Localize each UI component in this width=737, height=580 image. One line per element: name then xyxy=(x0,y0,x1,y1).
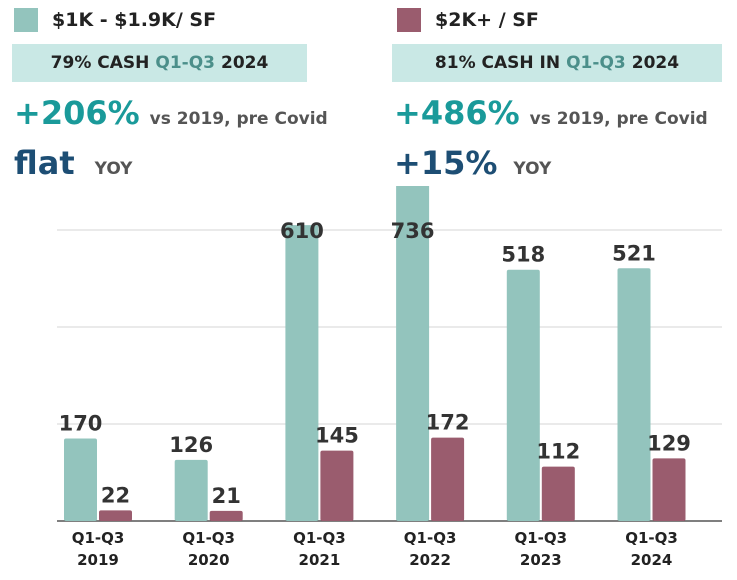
legend-label: $1K - $1.9K/ SF xyxy=(52,9,217,31)
bar xyxy=(285,225,319,521)
bar xyxy=(541,466,575,521)
x-tick-label: Q1-Q3 2021 xyxy=(293,529,346,569)
value-label: 610 xyxy=(280,219,324,243)
bar xyxy=(320,450,354,521)
header: $1K - $1.9K/ SF 79% CASH Q1-Q3 2024 +206% v… xyxy=(0,0,737,186)
panel-left: $1K - $1.9K/ SF 79% CASH Q1-Q3 2024 +206% v… xyxy=(0,0,380,186)
cash-box: 79% CASH Q1-Q3 2024 xyxy=(12,44,307,82)
change-note: vs 2019, pre Covid xyxy=(529,109,708,129)
change-row: +486% vs 2019, pre Covid xyxy=(394,94,708,132)
value-label: 521 xyxy=(612,241,656,265)
yoy-row: flat YOY xyxy=(14,144,132,182)
value-label: 129 xyxy=(647,431,691,455)
bar xyxy=(99,510,132,521)
yoy-label: YOY xyxy=(94,159,133,179)
bar xyxy=(64,438,97,521)
bar xyxy=(209,510,243,521)
bar xyxy=(396,164,430,521)
legend-item: $2K+ / SF xyxy=(397,8,539,32)
box-highlight: Q1-Q3 xyxy=(566,53,626,73)
legend-swatch xyxy=(397,8,421,32)
x-tick-line: 2021 xyxy=(299,551,341,569)
x-tick-line: 2019 xyxy=(77,551,119,569)
bar xyxy=(652,458,686,521)
box-highlight: Q1-Q3 xyxy=(155,53,215,73)
value-label: 112 xyxy=(536,440,580,464)
value-label: 145 xyxy=(315,424,359,448)
x-tick-label: Q1-Q3 2022 xyxy=(404,529,457,569)
bar xyxy=(617,268,651,521)
box-text: 79% CASH xyxy=(50,53,150,73)
value-label: 172 xyxy=(426,411,470,435)
value-label: 518 xyxy=(501,243,545,267)
x-tick-line: Q1-Q3 xyxy=(293,529,346,547)
x-tick-label: Q1-Q3 2019 xyxy=(72,529,125,569)
yoy-label: YOY xyxy=(513,159,552,179)
value-label: 736 xyxy=(391,219,435,243)
x-tick-line: Q1-Q3 xyxy=(404,529,457,547)
change-note: vs 2019, pre Covid xyxy=(149,109,328,129)
x-tick-line: 2022 xyxy=(409,551,451,569)
legend-label: $2K+ / SF xyxy=(435,9,539,31)
x-tick-line: 2020 xyxy=(188,551,230,569)
cash-box: 81% CASH IN Q1-Q3 2024 xyxy=(392,44,722,82)
yoy: flat xyxy=(14,144,75,182)
legend-item: $1K - $1.9K/ SF xyxy=(14,8,216,32)
x-tick-label: Q1-Q3 2020 xyxy=(182,529,235,569)
change: +206% xyxy=(14,94,140,132)
bar xyxy=(431,437,465,521)
box-year: 2024 xyxy=(221,53,269,73)
x-tick-label: Q1-Q3 2023 xyxy=(514,529,567,569)
box-year: 2024 xyxy=(631,53,680,73)
x-tick-line: Q1-Q3 xyxy=(72,529,125,547)
x-tick-line: Q1-Q3 xyxy=(182,529,235,547)
yoy-row: +15% YOY xyxy=(394,144,551,182)
value-label: 126 xyxy=(169,433,213,457)
yoy: +15% xyxy=(394,144,498,182)
value-label: 21 xyxy=(212,484,241,508)
bar xyxy=(506,269,540,521)
panel-right: $2K+ / SF 81% CASH IN Q1-Q3 2024 +486% vs 2… xyxy=(0,0,737,186)
change-row: +206% vs 2019, pre Covid xyxy=(14,94,328,132)
change: +486% xyxy=(394,94,520,132)
x-tick-line: Q1-Q3 xyxy=(514,529,567,547)
x-tick-label: Q1-Q3 2024 xyxy=(625,529,678,569)
value-label: 22 xyxy=(101,483,130,507)
legend-swatch xyxy=(14,8,38,32)
x-tick-line: Q1-Q3 xyxy=(625,529,678,547)
bar xyxy=(174,459,208,521)
box-text: 81% CASH IN xyxy=(434,53,561,73)
x-tick-line: 2024 xyxy=(631,551,673,569)
value-label: 170 xyxy=(59,412,103,436)
x-tick-line: 2023 xyxy=(520,551,562,569)
